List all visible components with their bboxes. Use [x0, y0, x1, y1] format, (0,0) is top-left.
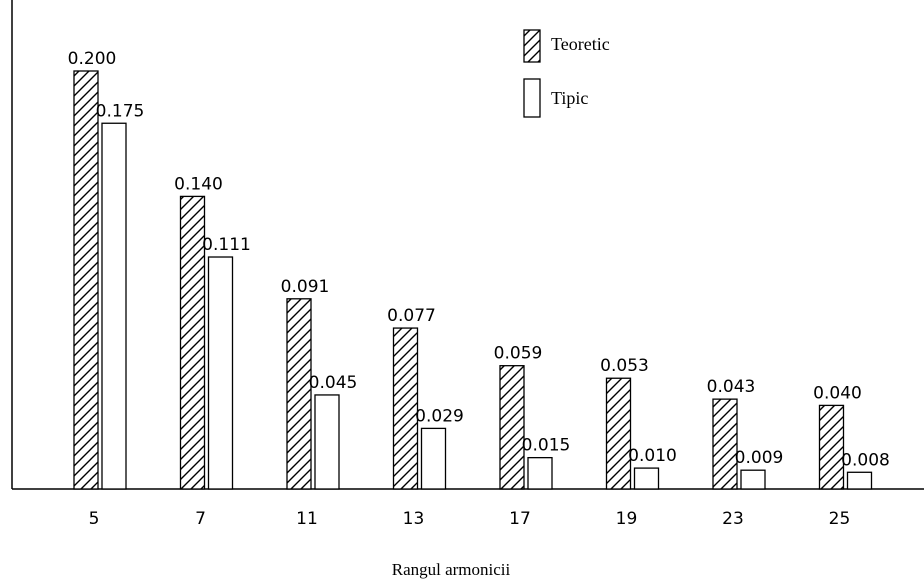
value-label-teoretic-11: 0.091: [281, 277, 330, 297]
value-label-tipic-11: 0.045: [309, 373, 358, 393]
value-label-tipic-5: 0.175: [96, 101, 145, 121]
bar-tipic-5: [101, 122, 127, 490]
value-label-teoretic-17: 0.059: [494, 344, 543, 364]
x-tick-label-19: 19: [616, 509, 638, 529]
value-label-tipic-19: 0.010: [628, 446, 677, 466]
bar-teoretic-23: [712, 398, 738, 490]
legend-swatch-tipic: [523, 78, 541, 118]
value-label-tipic-13: 0.029: [415, 406, 464, 426]
value-label-teoretic-19: 0.053: [600, 356, 649, 376]
x-tick-label-7: 7: [195, 509, 206, 529]
value-label-teoretic-23: 0.043: [707, 377, 756, 397]
bar-tipic-11: [314, 394, 340, 490]
x-tick-label-13: 13: [403, 509, 425, 529]
bar-tipic-13: [420, 427, 447, 490]
legend: Teoretic Tipic: [523, 29, 610, 118]
bar-teoretic-5: [73, 70, 99, 490]
bar-tipic-19: [633, 467, 660, 490]
legend-swatch-teoretic: [523, 29, 541, 63]
value-label-tipic-25: 0.008: [841, 450, 890, 470]
x-tick-label-5: 5: [89, 509, 100, 529]
legend-label-teoretic: Teoretic: [551, 34, 610, 54]
value-label-tipic-23: 0.009: [735, 448, 784, 468]
value-label-teoretic-5: 0.200: [68, 49, 117, 69]
bar-teoretic-25: [818, 404, 845, 490]
bar-tipic-17: [527, 456, 553, 490]
x-tick-label-11: 11: [296, 509, 318, 529]
bar-teoretic-11: [286, 298, 312, 490]
x-tick-label-17: 17: [509, 509, 531, 529]
x-tick-label-23: 23: [722, 509, 744, 529]
value-label-tipic-7: 0.111: [202, 235, 251, 255]
bar-teoretic-7: [179, 195, 206, 490]
bar-tipic-23: [740, 469, 766, 490]
bar-teoretic-19: [605, 377, 632, 490]
value-label-teoretic-7: 0.140: [174, 174, 223, 194]
bar-teoretic-13: [392, 327, 419, 490]
bar-tipic-25: [846, 471, 873, 490]
x-tick-label-25: 25: [829, 509, 851, 529]
value-label-teoretic-13: 0.077: [387, 306, 436, 326]
legend-label-tipic: Tipic: [551, 88, 588, 108]
value-label-teoretic-25: 0.040: [813, 383, 862, 403]
bar-teoretic-17: [499, 365, 525, 490]
bar-tipic-7: [207, 256, 234, 490]
value-label-tipic-17: 0.015: [522, 436, 571, 456]
x-axis-title: Rangul armonicii: [392, 560, 511, 579]
